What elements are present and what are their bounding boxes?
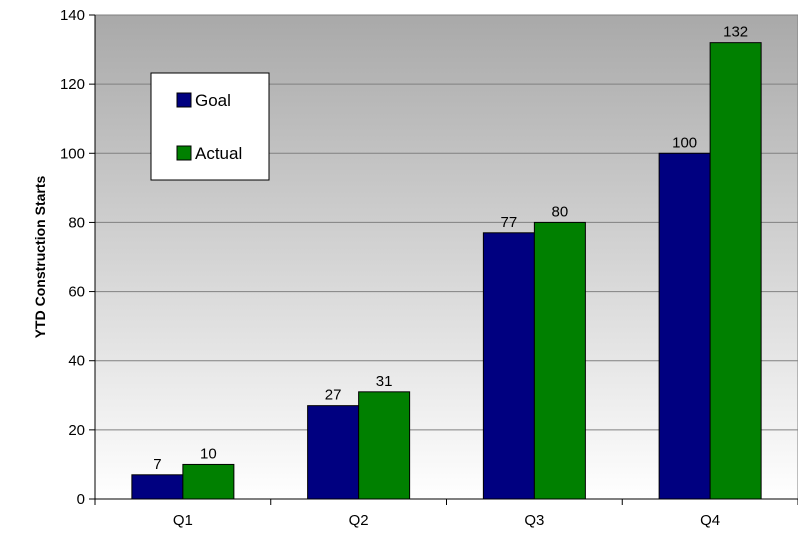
bar-actual [182, 463, 235, 500]
data-label-actual: 132 [723, 24, 748, 41]
x-tick-label: Q4 [700, 512, 720, 529]
x-axis-ticks: Q1 Q2 Q3 Q4 [94, 499, 798, 529]
bar-goal [482, 232, 535, 500]
y-axis-title: YTD Construction Starts [32, 176, 48, 339]
bar-goal [131, 474, 184, 500]
legend-label-actual: Actual [195, 144, 242, 163]
x-tick-label: Q3 [524, 512, 544, 529]
y-tick-label: 140 [60, 7, 85, 24]
data-label-goal: 100 [672, 134, 697, 151]
legend-label-goal: Goal [195, 91, 231, 110]
bar-goal [307, 405, 360, 500]
data-label-actual: 80 [552, 203, 569, 220]
y-axis-ticks: 0 20 40 60 80 100 120 140 [60, 7, 95, 508]
y-tick-label: 40 [68, 353, 85, 370]
x-tick-label: Q1 [173, 512, 193, 529]
y-tick-label: 80 [68, 214, 85, 231]
legend-box [150, 72, 270, 181]
data-label-goal: 77 [501, 214, 518, 231]
legend-swatch-actual [176, 145, 192, 161]
y-tick-label: 60 [68, 284, 85, 301]
data-label-goal: 27 [325, 387, 342, 404]
x-tick-label: Q2 [349, 512, 369, 529]
bar-goal [658, 152, 711, 500]
data-label-actual: 31 [376, 373, 393, 390]
y-tick-label: 120 [60, 76, 85, 93]
bar-actual [358, 391, 411, 500]
legend: Goal Actual [150, 72, 270, 181]
data-label-actual: 10 [200, 445, 217, 462]
bar-actual [533, 221, 586, 500]
legend-swatch-goal [176, 92, 192, 108]
y-tick-label: 20 [68, 422, 85, 439]
data-label-goal: 7 [153, 456, 161, 473]
bar-actual [709, 42, 762, 500]
y-tick-label: 100 [60, 145, 85, 162]
y-tick-label: 0 [77, 491, 85, 508]
bars [131, 42, 762, 500]
data-labels: 7 10 27 31 77 80 100 132 [153, 24, 748, 473]
